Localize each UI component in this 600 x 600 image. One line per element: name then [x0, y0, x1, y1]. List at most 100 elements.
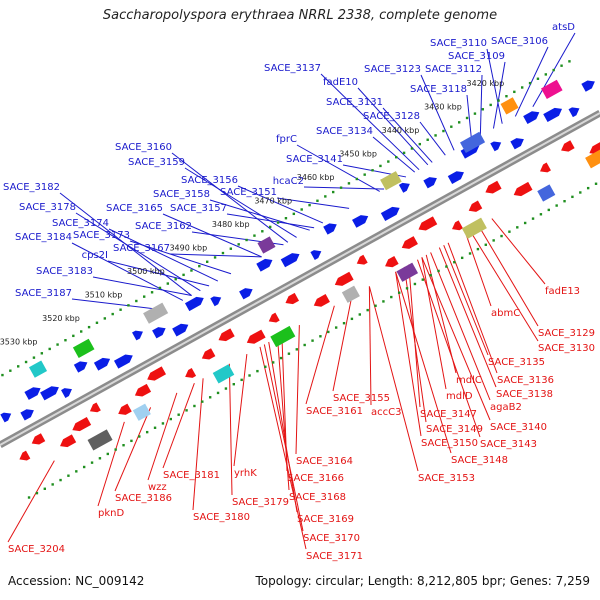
reverse-gene: [418, 216, 438, 231]
annotation-feature: [28, 360, 48, 378]
reverse-gene-label: SACE_3168: [289, 492, 346, 503]
forward-gene-label: SACE_3123: [364, 64, 421, 75]
track-dot: [35, 491, 39, 495]
forward-gene: [24, 387, 41, 400]
track-dot: [497, 99, 500, 102]
annotation-feature: [541, 79, 563, 99]
track-dot: [135, 299, 138, 303]
forward-gene: [380, 206, 400, 221]
reverse-gene: [147, 366, 167, 381]
track-dot: [516, 226, 519, 229]
reverse-gene-label: SACE_3130: [538, 343, 595, 354]
track-dot: [158, 286, 162, 290]
forward-gene-label: SACE_3158: [153, 189, 210, 200]
scale-tick-label: 3490 kbp: [169, 243, 207, 252]
forward-gene: [0, 412, 12, 423]
map-title: Saccharopolyspora erythraea NRRL 2338, c…: [102, 8, 498, 23]
track-dot: [544, 73, 548, 76]
track-dot: [316, 199, 319, 202]
forward-gene-label: SACE_3109: [448, 51, 505, 62]
track-dot: [528, 81, 532, 85]
track-dot: [90, 461, 94, 464]
track-dot: [95, 321, 99, 324]
reverse-gene-label: SACE_3161: [306, 406, 363, 417]
reverse-gene: [89, 402, 101, 413]
leader-line: [420, 74, 455, 151]
reverse-gene: [118, 403, 132, 415]
topology-text: Topology: circular; Length: 8,212,805 bp…: [255, 574, 590, 588]
forward-gene-label: hcaC2: [273, 176, 304, 187]
annotation-feature: [585, 149, 600, 169]
track-dot: [382, 300, 385, 303]
reverse-gene-label: SACE_3155: [333, 393, 390, 404]
track-dot: [106, 452, 109, 456]
reverse-gene: [485, 180, 502, 194]
leader-line: [162, 213, 262, 258]
track-dot: [240, 378, 243, 382]
track-dot: [410, 147, 414, 150]
track-dot: [142, 295, 146, 298]
forward-gene-label: cps2I: [82, 250, 108, 261]
track-dot: [268, 225, 272, 229]
track-dot: [32, 356, 36, 359]
track-dot: [64, 339, 67, 342]
track-dot: [122, 444, 125, 447]
forward-gene-label: SACE_3151: [220, 187, 277, 198]
forward-gene-label: SACE_3183: [36, 266, 93, 277]
scale-tick-label: 3460 kbp: [297, 173, 335, 182]
reverse-gene-label: SACE_3149: [426, 424, 483, 435]
track-dot: [539, 213, 543, 216]
forward-gene-label: SACE_3157: [170, 203, 227, 214]
track-dot: [429, 274, 432, 277]
track-dot: [237, 243, 240, 246]
track-dot: [256, 369, 259, 373]
track-dot: [555, 204, 558, 207]
track-dot: [520, 86, 524, 89]
track-dot: [166, 282, 170, 285]
track-dot: [40, 352, 44, 355]
reverse-gene: [540, 162, 551, 173]
track-dot: [405, 287, 409, 290]
reverse-gene-label: mdlC: [456, 375, 482, 386]
forward-gene: [510, 138, 524, 150]
leader-line: [295, 325, 300, 455]
reverse-gene-label: yrhK: [234, 468, 257, 479]
annotation-feature: [132, 403, 151, 421]
track-dot: [127, 304, 130, 307]
reverse-gene-label: SACE_3186: [115, 493, 172, 504]
track-dot: [308, 203, 311, 207]
track-dot: [276, 221, 280, 224]
leader-line: [71, 298, 166, 311]
scale-tick-label: 3500 kbp: [127, 267, 165, 276]
forward-gene: [523, 111, 540, 124]
annotation-feature: [87, 429, 113, 451]
forward-gene: [132, 330, 143, 341]
reverse-gene: [285, 292, 300, 305]
track-dot: [571, 195, 574, 199]
track-dot: [339, 186, 343, 189]
reverse-gene-label: SACE_3153: [418, 473, 475, 484]
forward-gene: [239, 288, 253, 300]
reverse-gene-label: SACE_3138: [496, 389, 553, 400]
leader-line: [368, 286, 419, 472]
leader-line: [514, 46, 549, 117]
track-dot: [331, 190, 335, 194]
forward-gene-label: SACE_3106: [491, 36, 548, 47]
reverse-gene-label: SACE_3171: [306, 551, 363, 562]
track-dot: [16, 365, 20, 368]
track-dot: [138, 435, 141, 438]
track-dot: [402, 151, 406, 155]
track-dot: [505, 94, 508, 98]
track-dot: [48, 347, 51, 351]
forward-gene: [310, 250, 322, 260]
reverse-gene-label: SACE_3204: [8, 544, 65, 555]
forward-gene-label: SACE_3131: [326, 97, 383, 108]
leader-line: [276, 197, 350, 209]
track-dot: [87, 325, 91, 329]
track-dot: [319, 335, 322, 338]
track-dot: [72, 334, 75, 338]
track-dot: [169, 417, 172, 421]
forward-gene-label: atsD: [552, 22, 575, 33]
leader-line: [305, 305, 335, 405]
track-dot: [460, 256, 464, 260]
